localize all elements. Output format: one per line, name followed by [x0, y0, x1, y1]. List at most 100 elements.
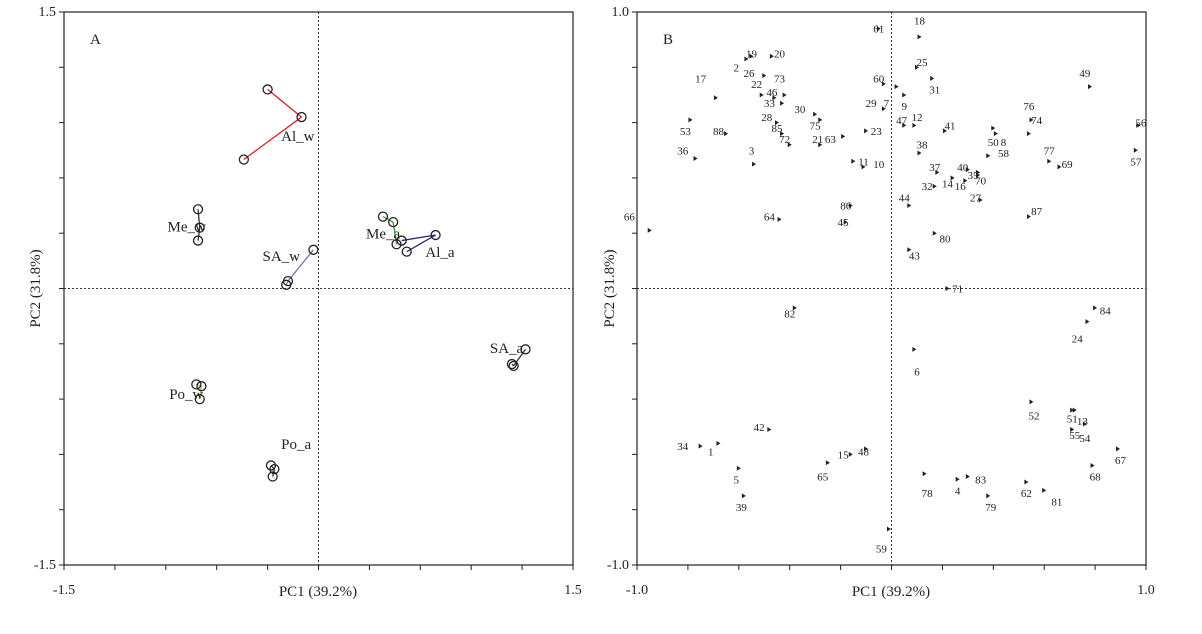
- data-point: [194, 393, 205, 405]
- data-point: [388, 216, 399, 228]
- data-point-marker: [752, 161, 757, 167]
- data-point-marker: [818, 117, 823, 123]
- y-axis-label: PC2 (31.8%): [28, 249, 44, 327]
- data-point: [396, 235, 407, 246]
- data-point-marker: [1136, 122, 1141, 128]
- x-tick-label-min: -1.5: [53, 583, 75, 598]
- data-point-marker: [762, 73, 767, 79]
- data-point-marker: [848, 451, 853, 457]
- data-point-marker: [942, 128, 947, 134]
- data-point-label: 41: [945, 120, 956, 132]
- data-point-label: 9: [901, 101, 907, 113]
- x-tick-label-min: -1.0: [626, 583, 648, 598]
- data-point-marker: [769, 53, 774, 59]
- data-point-marker: [914, 64, 919, 70]
- data-point-marker: [965, 167, 970, 173]
- data-point-label: 69: [1062, 159, 1074, 171]
- data-point-label: 86: [840, 201, 852, 213]
- group-sa-w: SA_w: [263, 244, 319, 290]
- data-point-marker: [907, 203, 912, 209]
- group-link: [382, 216, 394, 223]
- data-point-marker: [724, 131, 729, 137]
- data-point-label: 20: [774, 48, 786, 60]
- data-point-label: 40: [957, 162, 969, 174]
- data-point-label: 4: [955, 485, 961, 497]
- data-point-label: 85: [771, 123, 783, 135]
- data-point-marker: [744, 56, 749, 62]
- data-point-label: 30: [794, 104, 806, 116]
- data-point-label: 68: [1090, 472, 1102, 484]
- data-point-label: 87: [1031, 206, 1043, 218]
- data-point-marker: [1026, 131, 1031, 137]
- data-point-label: 57: [1130, 156, 1142, 168]
- data-point: [267, 471, 278, 482]
- data-point-label: 73: [774, 73, 786, 85]
- data-point-label: 17: [695, 73, 707, 85]
- x-axis-label: PC1 (39.2%): [279, 584, 357, 600]
- data-point-label: 21: [812, 134, 823, 146]
- data-point-marker: [1085, 319, 1090, 325]
- data-point-label: 33: [764, 98, 776, 110]
- data-point-label: 11: [858, 156, 869, 168]
- data-point-label: 67: [1115, 455, 1127, 467]
- data-point: [308, 244, 319, 255]
- panel-label: B: [663, 32, 673, 48]
- data-point-label: 71: [952, 284, 963, 296]
- data-point-label: 84: [1100, 306, 1112, 318]
- data-point-marker: [647, 227, 652, 233]
- group-al-a: Al_a: [396, 229, 455, 261]
- data-point-marker: [818, 142, 823, 148]
- data-point: [377, 211, 389, 222]
- data-point-label: 35: [967, 170, 979, 182]
- data-point-label: 32: [922, 181, 933, 193]
- data-point-marker: [1057, 164, 1062, 170]
- data-point: [192, 235, 204, 246]
- data-point-marker: [843, 219, 848, 225]
- data-point-label: 37: [929, 162, 941, 174]
- data-point-marker: [932, 183, 937, 189]
- y-axis-label: PC2 (31.8%): [602, 249, 618, 327]
- data-point-marker: [993, 131, 998, 137]
- data-point-label: 46: [766, 87, 778, 99]
- group-link: [511, 363, 515, 367]
- data-point-label: 77: [1044, 145, 1056, 157]
- group-link: [197, 209, 201, 228]
- data-point-label: 62: [1021, 488, 1032, 500]
- data-point-label: 28: [761, 112, 773, 124]
- data-point-marker: [1082, 421, 1087, 427]
- data-point-marker: [741, 493, 746, 499]
- data-point-marker: [1116, 446, 1121, 452]
- data-point-marker: [777, 216, 782, 222]
- data-point-marker: [1024, 479, 1029, 485]
- data-point-marker: [825, 460, 830, 466]
- data-point-marker: [917, 34, 922, 40]
- data-point-label: 45: [838, 217, 850, 229]
- data-point-marker: [693, 156, 698, 162]
- data-point-label: 6: [914, 366, 920, 378]
- data-point-marker: [736, 465, 741, 471]
- data-point-label: 22: [751, 79, 762, 91]
- data-point-label: 31: [929, 84, 940, 96]
- data-point-marker: [950, 175, 955, 181]
- data-point-label: 12: [911, 112, 922, 124]
- data-point-label: 2: [734, 62, 740, 74]
- group-link: [406, 234, 436, 253]
- data-point-marker: [922, 471, 927, 477]
- data-point-marker: [787, 142, 792, 148]
- data-point-label: 80: [939, 234, 951, 246]
- group-link: [197, 227, 201, 241]
- data-point-label: 8: [1001, 137, 1007, 149]
- group-al-w: Al_w: [238, 84, 315, 165]
- group-label: Me_a: [366, 227, 400, 243]
- data-point-marker: [780, 100, 785, 106]
- data-point-marker: [1093, 305, 1098, 311]
- data-point-label: 51: [1067, 413, 1078, 425]
- data-point-label: 78: [922, 488, 934, 500]
- data-point-label: 39: [736, 502, 748, 514]
- data-point-marker: [759, 92, 764, 98]
- data-point: [520, 344, 531, 355]
- data-point-label: 26: [743, 68, 755, 80]
- data-point-marker: [780, 131, 785, 137]
- data-point-marker: [851, 158, 856, 164]
